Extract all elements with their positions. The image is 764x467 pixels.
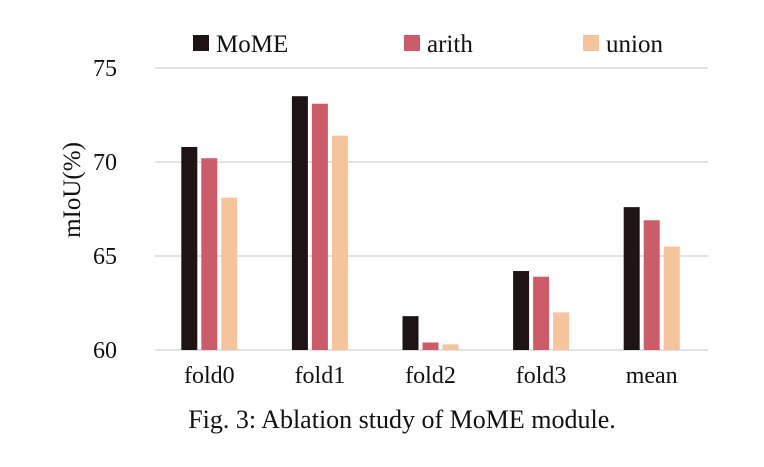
y-axis-label: mIoU(%)	[59, 142, 86, 238]
bar-mome-fold1	[291, 96, 308, 350]
bar-mome-fold3	[513, 271, 530, 350]
bar-union-fold1	[331, 135, 348, 350]
y-tick-label-65: 65	[93, 244, 117, 270]
bar-arith-fold1	[311, 103, 328, 350]
legend: MoME arith union	[193, 31, 663, 58]
bar-mome-fold0	[181, 146, 198, 350]
legend-swatch-union	[583, 35, 599, 51]
bar-union-fold0	[221, 197, 238, 350]
y-tick-label-60: 60	[93, 338, 117, 364]
bar-mome-mean	[623, 207, 640, 350]
x-category-label-fold0: fold0	[184, 363, 235, 389]
y-tick-label-75: 75	[93, 56, 117, 82]
bar-arith-mean	[643, 220, 660, 350]
bar-arith-fold2	[422, 342, 439, 350]
bar-union-mean	[663, 246, 680, 350]
legend-label-union: union	[606, 31, 663, 58]
figure-caption: Fig. 3: Ablation study of MoME module.	[188, 405, 616, 434]
legend-swatch-arith	[404, 35, 420, 51]
bar-union-fold3	[553, 312, 570, 350]
bars	[181, 96, 680, 350]
x-category-label-fold2: fold2	[405, 363, 456, 389]
legend-label-arith: arith	[427, 31, 473, 58]
bar-union-fold2	[442, 344, 459, 350]
legend-label-mome: MoME	[216, 31, 288, 58]
y-tick-labels: 60 65 70 75	[93, 56, 117, 364]
y-tick-label-70: 70	[93, 150, 117, 176]
x-category-label-fold1: fold1	[295, 363, 346, 389]
legend-swatch-mome	[193, 35, 209, 51]
x-category-label-mean: mean	[626, 363, 678, 389]
x-category-label-fold3: fold3	[516, 363, 567, 389]
bar-arith-fold0	[201, 158, 218, 350]
bar-mome-fold2	[402, 316, 419, 350]
x-category-labels: fold0 fold1 fold2 fold3 mean	[184, 363, 678, 389]
bar-arith-fold3	[533, 276, 550, 350]
